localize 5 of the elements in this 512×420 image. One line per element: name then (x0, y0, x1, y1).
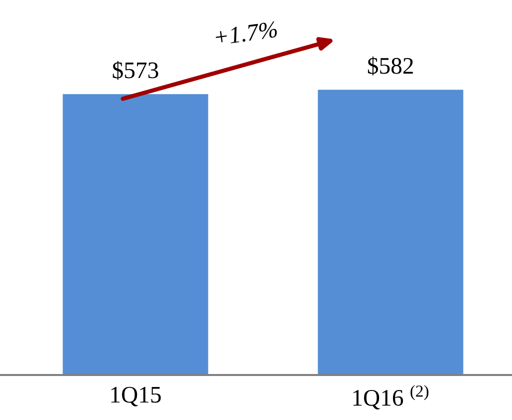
data-label: $573 (112, 60, 158, 80)
x-tick-label: 1Q16 $^{(2)}$ (353, 385, 428, 410)
data-label: $582 (368, 56, 413, 76)
x-tick-label: 1Q15 (111, 386, 161, 406)
text: +1.7% (214, 21, 278, 46)
